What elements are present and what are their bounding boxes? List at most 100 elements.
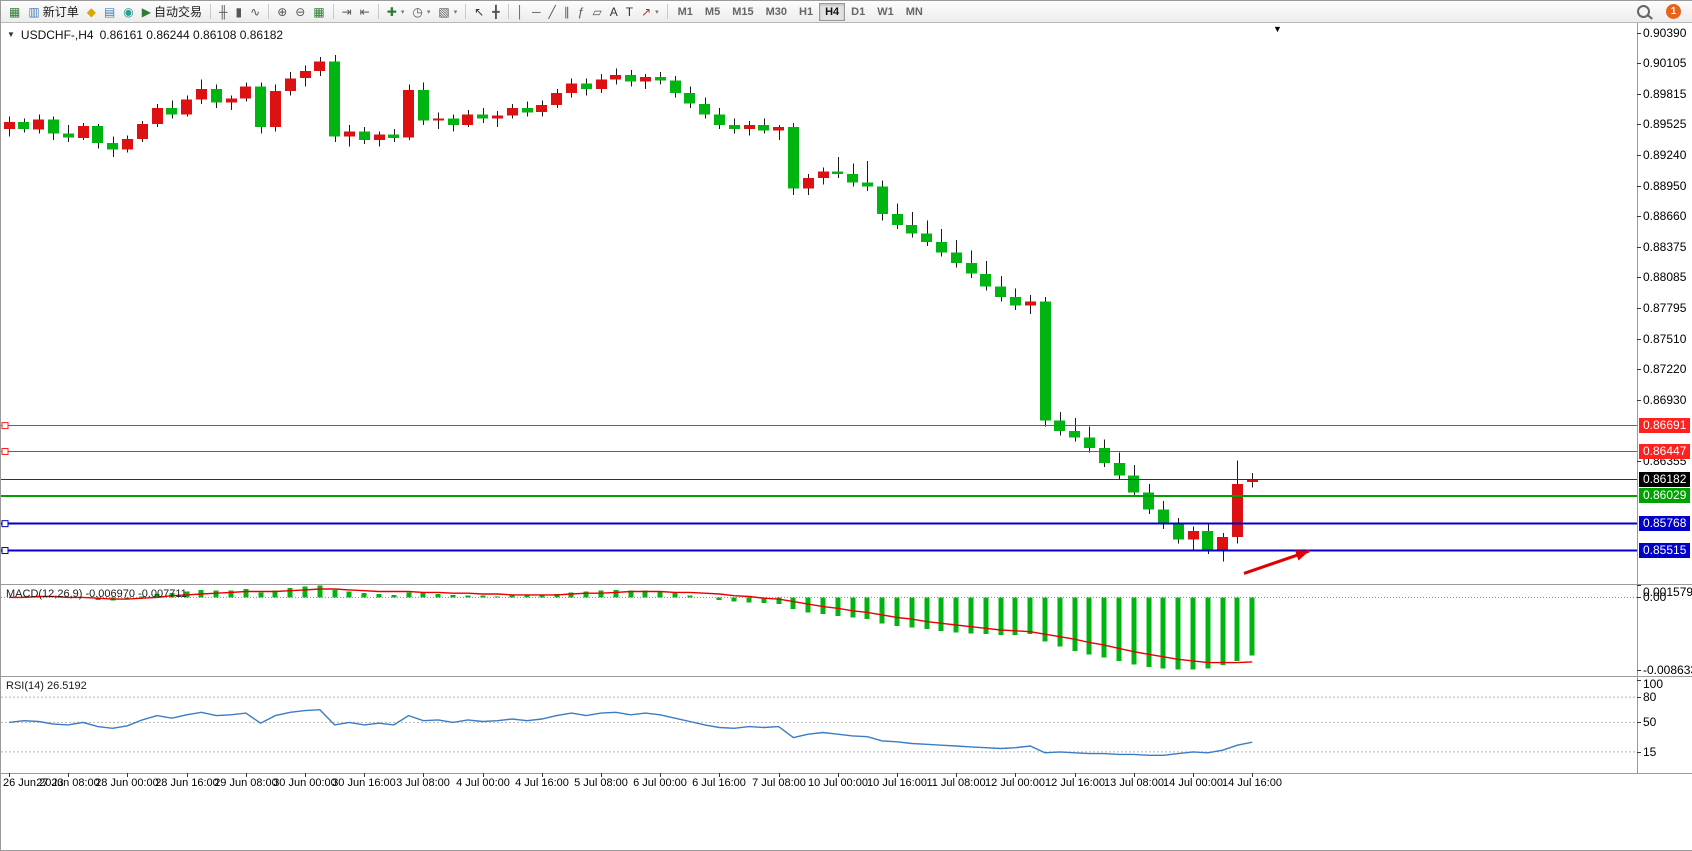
macd-indicator-label: MACD(12,26,9) -0.006970 -0.007711 xyxy=(6,588,187,600)
new-order-icon: ▥ xyxy=(28,4,40,19)
crosshair-button[interactable]: ╋ xyxy=(488,1,503,22)
time-axis-tick xyxy=(660,773,661,777)
fibonacci-button[interactable]: ƒ xyxy=(574,1,589,22)
new-chart-button[interactable]: ▦ xyxy=(5,1,24,22)
community-button[interactable]: ◉ xyxy=(119,1,137,22)
tile-windows-icon: ▦ xyxy=(313,4,325,19)
time-axis-label: 30 Jun 00:00 xyxy=(273,777,337,789)
timeframe-d1-button[interactable]: D1 xyxy=(851,5,866,18)
resistance-line-1-handle[interactable] xyxy=(1,422,9,430)
timeframe-h1-button[interactable]: H1 xyxy=(799,5,814,18)
timeframe-m15-button[interactable]: M15 xyxy=(732,5,754,18)
time-axis-label: 5 Jul 08:00 xyxy=(574,777,628,789)
templates-button[interactable]: ▧ ▾ xyxy=(434,1,461,22)
time-axis-tick xyxy=(9,773,10,777)
chart-title-overlay: ▼ USDCHF-,H4 0.86161 0.86244 0.86108 0.8… xyxy=(7,28,283,42)
price-axis-tick xyxy=(1637,461,1641,463)
toolbar-separator xyxy=(507,4,509,19)
new-order-label: 新订单 xyxy=(42,5,79,19)
timeframe-mn-button[interactable]: MN xyxy=(905,5,923,18)
arrow-tools-button[interactable]: ↗ ▾ xyxy=(637,1,663,22)
price-axis-label: 0.88660 xyxy=(1643,209,1687,224)
resistance-line-2-handle[interactable] xyxy=(1,448,9,456)
search-button[interactable] xyxy=(1633,1,1654,22)
current-price-label: 0.86182 xyxy=(1639,472,1691,488)
periods-icon: ◷ xyxy=(412,4,423,19)
timeframe-m30-button[interactable]: M30 xyxy=(765,5,788,18)
indicators-icon: ✚ xyxy=(386,4,397,19)
support-line-blue-2-handle[interactable] xyxy=(1,547,9,555)
time-axis-label: 12 Jul 16:00 xyxy=(1045,777,1105,789)
time-axis-tick xyxy=(719,773,720,777)
time-axis-label: 28 Jun 16:00 xyxy=(155,777,219,789)
line-chart-button[interactable]: ∿ xyxy=(246,1,264,22)
horizontal-line-button[interactable]: ─ xyxy=(528,1,545,22)
vertical-line-button[interactable]: │ xyxy=(513,1,529,22)
timeframe-h4-button[interactable]: H4 xyxy=(819,2,846,21)
autotrading-button[interactable]: ▶ 自动交易 xyxy=(138,1,206,22)
timeframe-w1-button[interactable]: W1 xyxy=(877,5,894,18)
equidistant-channel-button[interactable]: ∥ xyxy=(560,1,574,22)
zoom-out-icon: ⊖ xyxy=(295,4,306,19)
text-label-icon: T xyxy=(625,4,634,19)
periods-button[interactable]: ◷ ▾ xyxy=(408,1,434,22)
time-axis-tick xyxy=(897,773,898,777)
timeframe-m1-button[interactable]: M1 xyxy=(677,5,693,18)
resistance-line-2-price-label: 0.86447 xyxy=(1639,444,1691,459)
toolbar-separator xyxy=(666,4,668,19)
rsi-panel-divider[interactable] xyxy=(1,676,1692,677)
macd-panel-divider[interactable] xyxy=(1,584,1692,585)
text-button[interactable]: A xyxy=(606,1,622,22)
trendline-button[interactable]: ╱ xyxy=(545,1,560,22)
support-line-blue-1-price-label: 0.85768 xyxy=(1639,516,1691,532)
cursor-icon: ↖ xyxy=(474,4,485,19)
metaeditor-button[interactable]: ◆ xyxy=(83,1,100,22)
macd-axis-tick xyxy=(1637,597,1641,599)
notifications-button[interactable]: 1 xyxy=(1662,1,1685,22)
trend-arrow-annotation[interactable] xyxy=(1243,549,1310,575)
time-axis-label: 7 Jul 08:00 xyxy=(752,777,806,789)
dropdown-arrow-icon: ▾ xyxy=(453,8,458,16)
time-axis-label: 10 Jul 16:00 xyxy=(867,777,927,789)
macd-axis-label: -0.008633 xyxy=(1643,662,1692,677)
time-axis-tick xyxy=(483,773,484,777)
candlestick-chart-button[interactable]: ▮ xyxy=(232,1,247,22)
support-line-blue-1-handle[interactable] xyxy=(1,520,9,528)
dropdown-arrow-icon: ▾ xyxy=(426,8,431,16)
bar-chart-button[interactable]: ╫ xyxy=(215,1,232,22)
main-chart-canvas[interactable] xyxy=(1,23,1637,584)
arrow-tools-icon: ↗ xyxy=(641,4,652,19)
price-axis-tick xyxy=(1637,62,1641,64)
indicators-button[interactable]: ✚ ▾ xyxy=(383,1,409,22)
time-axis-tick xyxy=(1252,773,1253,777)
price-axis-border[interactable] xyxy=(1637,23,1638,773)
candlestick-chart-icon: ▮ xyxy=(235,4,243,19)
rsi-axis-label: 80 xyxy=(1643,690,1657,705)
auto-scroll-button[interactable]: ⇥ xyxy=(338,1,356,22)
dropdown-arrow-icon: ▾ xyxy=(655,8,659,16)
tile-windows-button[interactable]: ▦ xyxy=(309,1,328,22)
new-order-button[interactable]: ▥ 新订单 xyxy=(24,1,82,22)
time-axis-label: 10 Jul 00:00 xyxy=(808,777,868,789)
text-label-button[interactable]: T xyxy=(622,1,637,22)
crosshair-icon: ╋ xyxy=(492,4,500,19)
shapes-button[interactable]: ▱ xyxy=(588,1,605,22)
time-axis-tick xyxy=(68,773,69,777)
zoom-out-button[interactable]: ⊖ xyxy=(291,1,309,22)
zoom-in-button[interactable]: ⊕ xyxy=(273,1,291,22)
time-axis-label: 26 Jun 2023 xyxy=(3,777,64,789)
time-axis-tick xyxy=(542,773,543,777)
chart-shift-button[interactable]: ⇤ xyxy=(356,1,374,22)
candlestick-series xyxy=(4,54,1258,562)
rsi-line xyxy=(8,708,1253,757)
price-axis-tick xyxy=(1637,32,1641,34)
zoom-in-icon: ⊕ xyxy=(277,4,288,19)
macd-panel-canvas[interactable] xyxy=(1,584,1637,676)
one-click-trading-icon[interactable]: ▼ xyxy=(7,30,15,39)
print-button[interactable]: ▤ xyxy=(100,1,119,22)
cursor-button[interactable]: ↖ xyxy=(470,1,488,22)
dropdown-arrow-icon: ▾ xyxy=(400,8,405,16)
timeframe-m5-button[interactable]: M5 xyxy=(704,5,721,18)
rsi-panel-canvas[interactable] xyxy=(1,676,1637,773)
price-axis-tick xyxy=(1637,216,1641,218)
